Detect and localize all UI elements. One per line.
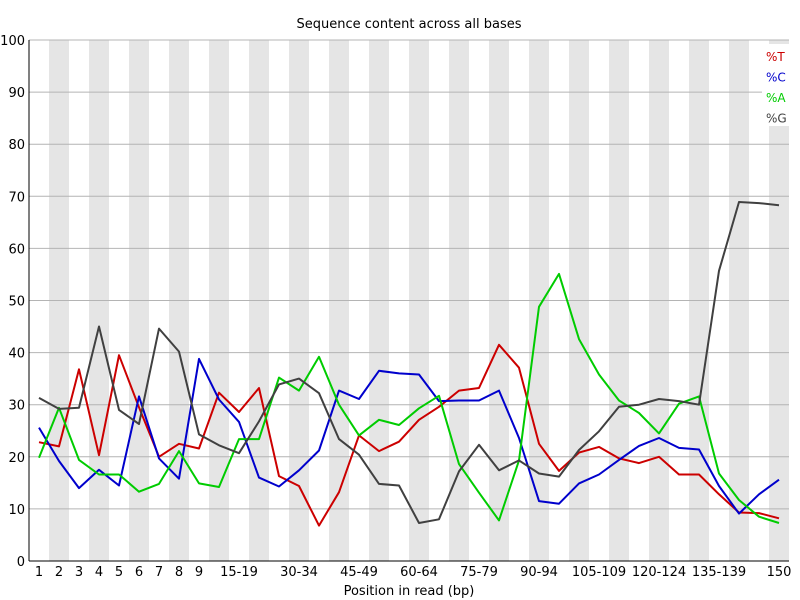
legend-entry: %A	[766, 91, 786, 105]
y-tick-label: 60	[8, 242, 25, 257]
y-tick-label: 0	[17, 555, 25, 570]
x-tick-label: 135-139	[692, 565, 746, 580]
series-lines	[38, 201, 780, 527]
x-tick-label: 7	[155, 565, 163, 580]
x-tick-label: 60-64	[400, 565, 438, 580]
legend-entry: %T	[766, 50, 785, 64]
series-line-pct-t	[38, 343, 780, 527]
x-tick-label: 6	[135, 565, 143, 580]
chart-title: Sequence content across all bases	[296, 17, 521, 32]
x-tick-label: 105-109	[572, 565, 626, 580]
x-tick-label: 9	[195, 565, 203, 580]
x-tick-label: 150	[767, 565, 792, 580]
horizontal-gridlines	[29, 39, 789, 510]
x-tick-labels: 1 2 3 4 5 6 7 8 9 15-19 30-34 45-49 60-64 75-79 90-94 1…	[35, 565, 792, 580]
x-tick-label: 3	[75, 565, 83, 580]
y-tick-label: 40	[8, 347, 25, 362]
x-tick-label: 2	[55, 565, 63, 580]
legend-box	[762, 44, 790, 126]
y-tick-label: 10	[8, 503, 25, 518]
x-tick-label: 15-19	[220, 565, 258, 580]
y-tick-label: 20	[8, 451, 25, 466]
y-tick-label: 90	[8, 86, 25, 101]
series-line-pct-a	[38, 272, 780, 524]
y-tick-label: 70	[8, 190, 25, 205]
x-tick-label: 30-34	[280, 565, 318, 580]
x-tick-label: 45-49	[340, 565, 378, 580]
x-tick-label: 75-79	[460, 565, 498, 580]
legend-entry: %C	[766, 71, 786, 85]
series-line-pct-c	[38, 357, 780, 515]
legend: %T %C %A %G	[762, 44, 790, 126]
y-tick-labels: 0 10 20 30 40 50 60 70 80 90 100	[0, 34, 25, 570]
legend-entry: %G	[766, 112, 787, 126]
x-tick-label: 5	[115, 565, 123, 580]
series-line-pct-g	[38, 201, 780, 524]
y-tick-label: 30	[8, 399, 25, 414]
y-tick-label: 80	[8, 138, 25, 153]
x-tick-label: 1	[35, 565, 43, 580]
x-tick-label: 4	[95, 565, 103, 580]
x-tick-label: 120-124	[632, 565, 686, 580]
y-tick-label: 50	[8, 295, 25, 310]
x-axis-label: Position in read (bp)	[344, 584, 475, 599]
y-tick-label: 100	[0, 34, 25, 49]
x-tick-label: 8	[175, 565, 183, 580]
x-tick-label: 90-94	[520, 565, 558, 580]
